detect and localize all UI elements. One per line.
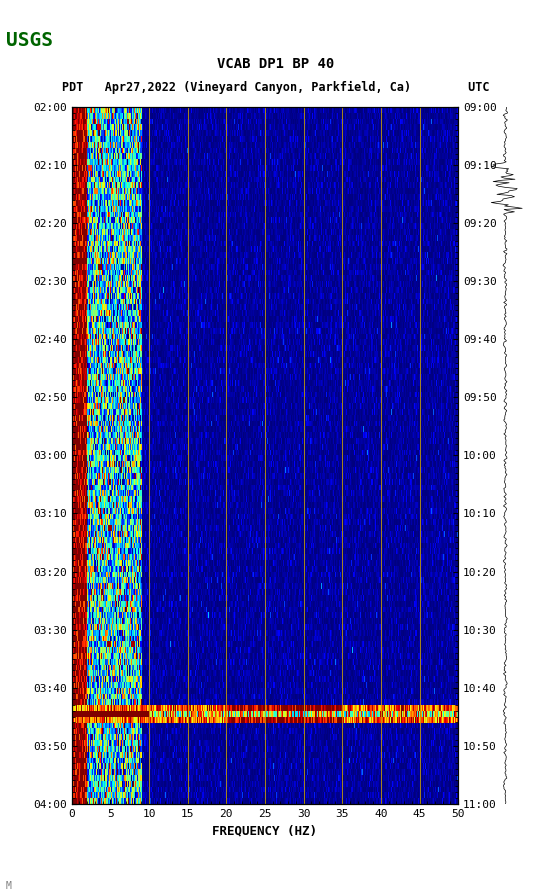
Text: M: M (6, 880, 12, 890)
Text: VCAB DP1 BP 40: VCAB DP1 BP 40 (217, 57, 335, 71)
X-axis label: FREQUENCY (HZ): FREQUENCY (HZ) (213, 824, 317, 837)
Text: USGS: USGS (6, 31, 52, 50)
Text: PDT   Apr27,2022 (Vineyard Canyon, Parkfield, Ca)        UTC: PDT Apr27,2022 (Vineyard Canyon, Parkfie… (62, 80, 490, 94)
